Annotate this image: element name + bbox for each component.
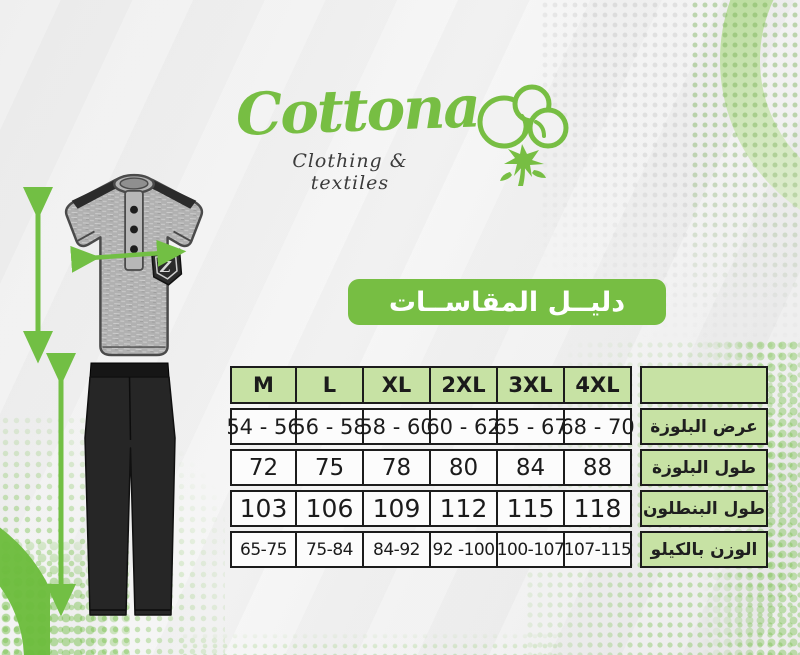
table-cell: 88 (563, 449, 632, 486)
table-cell: 118 (563, 490, 632, 527)
size-column-header: 4XL (563, 366, 632, 404)
cotton-flower-icon (477, 84, 569, 186)
table-cell: 65 - 67 (493, 408, 568, 445)
table-cell: 100-107 (496, 531, 565, 568)
size-table-header-row: M L XL 2XL 3XL 4XL (230, 366, 768, 404)
table-cell: 106 (295, 490, 364, 527)
table-cell: 92 -100 (429, 531, 498, 568)
brand-tagline: Clothing & textiles (292, 150, 408, 194)
table-cell: 72 (230, 449, 297, 486)
table-cell: 60 - 62 (426, 408, 501, 445)
table-row: 103 106 109 112 115 118 طول البنطلون (230, 490, 768, 527)
row-label: الوزن بالكيلو (640, 531, 768, 568)
table-cell: 68 - 70 (560, 408, 635, 445)
row-label: طول البنطلون (640, 490, 768, 527)
table-cell: 58 - 60 (359, 408, 434, 445)
size-table: M L XL 2XL 3XL 4XL 54 - 56 56 - 58 58 - … (226, 366, 768, 572)
table-cell: 115 (496, 490, 565, 527)
table-cell: 112 (429, 490, 498, 527)
table-cell: 80 (429, 449, 498, 486)
table-cell: 84 (496, 449, 565, 486)
table-cell: 56 - 58 (292, 408, 367, 445)
row-label: طول البلوزة (640, 449, 768, 486)
size-column-header: L (295, 366, 364, 404)
table-row: 65-75 75-84 84-92 92 -100 100-107 107-11… (230, 531, 768, 568)
pocket-badge-letter: Z (159, 259, 172, 276)
table-cell: 75 (295, 449, 364, 486)
table-cell: 103 (230, 490, 297, 527)
table-cell: 84-92 (362, 531, 431, 568)
table-row: 72 75 78 80 84 88 طول البلوزة (230, 449, 768, 486)
table-cell: 78 (362, 449, 431, 486)
pants-illustration (84, 362, 176, 616)
size-column-header: 2XL (429, 366, 498, 404)
table-cell: 54 - 56 (226, 408, 301, 445)
table-cell: 107-115 (563, 531, 632, 568)
size-column-header: 3XL (496, 366, 565, 404)
row-label-header-empty (640, 366, 768, 404)
size-column-header: XL (362, 366, 431, 404)
brand-logo-text: Cottona (234, 72, 480, 149)
table-cell: 65-75 (230, 531, 297, 568)
table-cell: 75-84 (295, 531, 364, 568)
table-row: 54 - 56 56 - 58 58 - 60 60 - 62 65 - 67 … (226, 408, 768, 445)
size-guide-banner: دليــل المقاســات (348, 279, 666, 325)
row-label: عرض البلوزة (640, 408, 768, 445)
size-column-header: M (230, 366, 297, 404)
shirt-illustration: Z (64, 173, 204, 357)
table-cell: 109 (362, 490, 431, 527)
